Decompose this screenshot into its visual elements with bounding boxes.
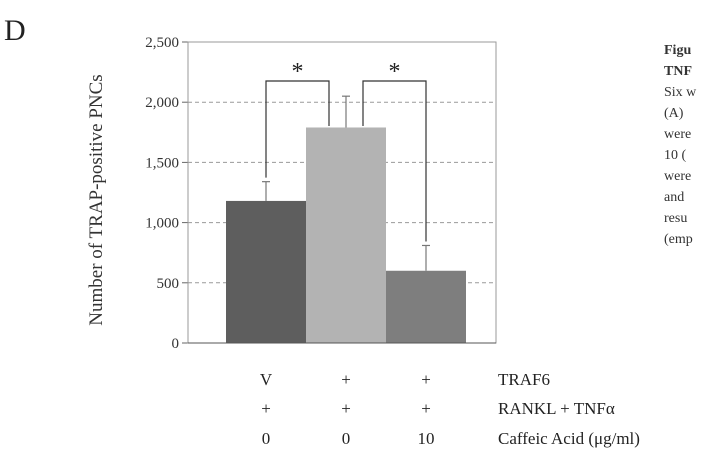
condition-value: V	[260, 370, 273, 389]
bar	[386, 270, 466, 343]
bar	[226, 200, 306, 343]
condition-value: 0	[262, 429, 271, 448]
caption-line: (A)	[664, 106, 684, 121]
panel-label: D	[4, 14, 26, 47]
y-tick-label: 2,500	[145, 35, 179, 51]
y-tick-label: 0	[172, 336, 180, 352]
significance-bracket	[265, 80, 330, 178]
condition-label: TRAF6	[498, 370, 550, 389]
condition-table: V + + TRAF6 + + + RANKL + TNFα 0 0 10 Caffeic Acid …	[260, 370, 640, 448]
significance-bracket	[362, 80, 427, 242]
caption-line: TNF	[664, 64, 692, 79]
y-tick-label: 1,000	[145, 216, 179, 232]
caption-line: 10 (	[664, 148, 687, 163]
caption-line: Figu	[664, 43, 692, 58]
caption-line: (emp	[664, 232, 693, 247]
bar	[306, 127, 386, 343]
condition-label: RANKL + TNFα	[498, 399, 615, 418]
y-axis: 0 500 1,000 1,500 2,000 2,500	[145, 35, 188, 352]
plot-frame	[187, 41, 497, 344]
condition-value: 10	[418, 429, 435, 448]
caption-line: were	[664, 127, 692, 142]
condition-value: +	[421, 399, 431, 418]
y-tick-label: 1,500	[145, 155, 179, 171]
caption-line: were	[664, 169, 692, 184]
condition-label: Caffeic Acid (μg/ml)	[498, 429, 640, 448]
significance-star: *	[292, 59, 304, 85]
caption-line: resu	[664, 211, 688, 226]
condition-value: +	[421, 370, 431, 389]
y-tick-label: 2,000	[145, 95, 179, 111]
condition-value: +	[341, 399, 351, 418]
significance-brackets: * *	[265, 59, 427, 242]
condition-value: 0	[342, 429, 351, 448]
figure-caption: Figu TNF Six w (A) were 10 ( were and resu (emp	[664, 40, 705, 250]
y-tick-label: 500	[157, 276, 180, 292]
significance-star: *	[389, 59, 401, 85]
caption-line: Six w	[664, 85, 697, 100]
condition-value: +	[261, 399, 271, 418]
y-axis-label: Number of TRAP-positive PNCs	[86, 74, 107, 325]
caption-line: and	[664, 190, 685, 205]
condition-value: +	[341, 370, 351, 389]
bars	[226, 95, 466, 343]
